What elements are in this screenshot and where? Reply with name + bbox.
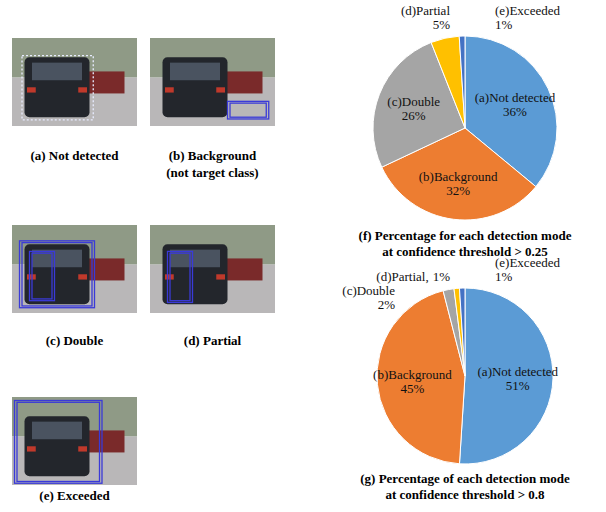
label-category: (d)Partial [401,3,450,18]
panel-caption: (e) Exceeded [39,488,110,503]
photo-far-car [225,258,263,280]
label-value: 1% [495,269,513,284]
data-label: (d)Partial5% [401,3,450,32]
label-value: 32% [446,183,470,198]
data-label: (c)Double2% [342,283,395,312]
data-label: (c)Double26% [387,94,440,123]
pie-slice [459,288,465,376]
detection-box [228,101,269,119]
label-value: 1% [495,17,513,32]
data-label: (a)Not detected36% [475,90,556,119]
photo-car [25,244,90,304]
photo-panel [12,38,137,126]
pie-slice [454,288,465,376]
photo-far-car [87,430,125,452]
data-label: (d)Partial, 1% [376,269,450,284]
label-category: (b)Background [419,169,498,184]
label-category: (a)Not detected [475,90,556,105]
photo-car-light [216,274,225,279]
pie-slices [373,36,557,220]
label-value: 2% [378,297,396,312]
text-line: (e) Exceeded [39,488,110,503]
label-value: 26% [402,108,426,123]
photo-car-light [78,274,87,279]
label-category: (c)Double [342,283,395,298]
pie-slice [431,36,465,128]
label-value: 51% [506,378,530,393]
photo-panel [12,225,137,313]
data-label: (e)Exceeded1% [495,3,560,32]
text-line: at confidence threshold > 0.8 [385,487,545,502]
panel-caption: (c) Double [46,333,104,348]
label-value: 45% [401,381,425,396]
panel-caption: (b) Background (not target class) [166,148,258,180]
data-label: (b)Background32% [419,169,498,198]
label-value: 5% [433,17,451,32]
detection-box [22,56,93,120]
detection-box [230,103,266,117]
photo-car [25,57,90,117]
photo-car-window [32,63,82,81]
label-value: 1% [433,269,451,284]
label-value: 36% [503,104,527,119]
label-category: (d)Partial, [376,269,428,284]
text-line: (b) Background [169,148,257,163]
detection-box [32,253,52,299]
pie-chart: (a)Not detected51% (b)Background45% (c)Dou… [342,255,560,464]
data-label: (a)Not detected51% [478,364,559,393]
figure: (a) Not detected (b) Background (not targe… [0,0,606,512]
pie-slice [443,289,465,376]
chart-title: (g) Percentage of each detection modeat … [360,471,570,502]
photo-car-window [32,250,82,268]
pie-slice [459,36,465,128]
detection-box [168,251,193,302]
text-line: (f) Percentage for each detection mode [359,228,572,243]
photo-car-window [32,422,82,440]
panel-caption: (a) Not detected [30,148,119,163]
data-label: (e)Exceeded1% [495,255,560,284]
photo-car-light [165,87,174,92]
detection-box [22,243,92,306]
label-category: (e)Exceeded [495,255,560,270]
detection-box [30,251,55,300]
photo-panel [150,225,275,313]
photo-far-car [225,71,263,93]
panel-caption: (d) Partial [184,333,242,348]
label-category: (e)Exceeded [495,3,560,18]
photo-car [163,244,228,304]
detection-box [170,253,190,301]
pie-chart: (a)Not detected36% (b)Background32% (c)Dou… [373,3,560,220]
text-line: (d) Partial [184,333,242,348]
label-category: (b)Background [373,367,452,382]
photo-panel [150,38,275,126]
photo-car-window [170,63,220,81]
label-category: (a)Not detected [478,364,559,379]
photo-car-light [27,446,36,451]
photo-car-light [78,87,87,92]
photo-car-light [78,446,87,451]
photo-car [25,416,90,476]
photo-car [163,57,228,117]
detection-box [20,241,95,308]
photo-car-light [216,87,225,92]
label-category: (c)Double [387,94,440,109]
text-line: (c) Double [46,333,104,348]
detection-box [17,402,100,481]
photo-panel [12,397,137,485]
photo-car-light [27,87,36,92]
detection-box [15,401,103,484]
photo-car-window [170,250,220,268]
text-line: (g) Percentage of each detection mode [360,471,570,486]
data-label: (b)Background45% [373,367,452,396]
text-line: (a) Not detected [30,148,119,163]
text-line: (not target class) [166,165,258,180]
